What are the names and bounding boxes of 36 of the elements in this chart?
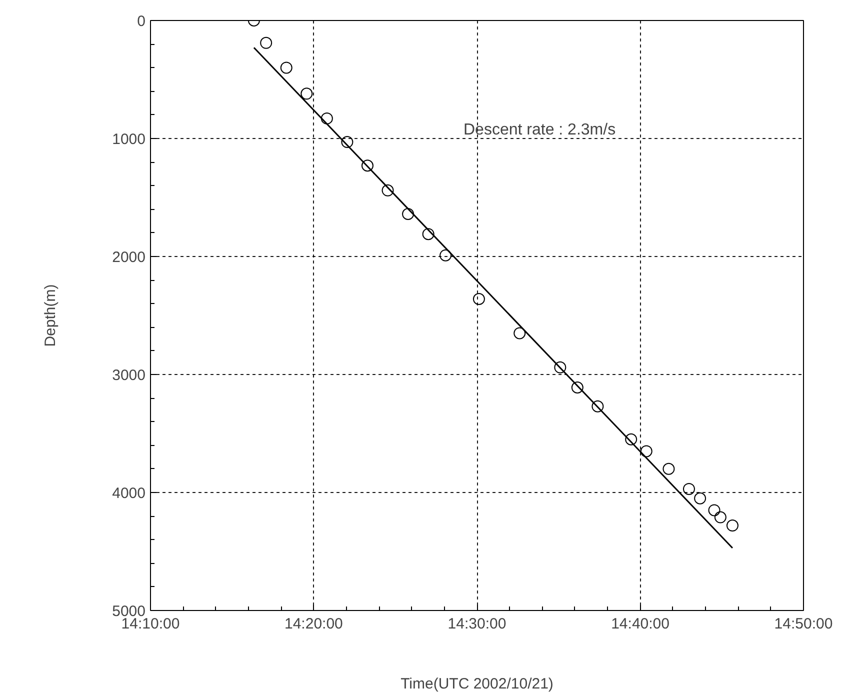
x-tick-label: 14:20:00 [284, 616, 343, 632]
point [300, 88, 313, 100]
point [662, 462, 675, 475]
y-tick-label: 1000 [112, 131, 146, 148]
point [726, 520, 738, 532]
point [514, 327, 526, 340]
y-tick-label: 3000 [112, 367, 146, 384]
point [640, 445, 652, 458]
point [440, 249, 452, 262]
point [422, 228, 434, 240]
point [260, 36, 272, 49]
y-axis-title: Depth(m) [42, 284, 60, 347]
point [382, 184, 394, 196]
point [280, 62, 292, 74]
x-tick-label: 14:50:00 [774, 616, 833, 632]
point [682, 482, 695, 495]
point [472, 292, 485, 305]
point [402, 208, 414, 220]
x-tick-label: 14:30:00 [448, 616, 506, 632]
y-tick-label: 2000 [112, 249, 146, 266]
annotation: Descent rate : 2.3m/s [464, 122, 616, 138]
point [320, 112, 333, 124]
point [571, 381, 584, 394]
point [708, 504, 720, 516]
point [714, 511, 726, 524]
point [554, 361, 566, 374]
x-tick-label: 14:40:00 [611, 616, 670, 632]
point [694, 492, 706, 504]
point [361, 160, 374, 172]
point [341, 136, 354, 148]
y-tick-label: 4000 [112, 485, 146, 502]
x-tick-label: 14:10:00 [121, 616, 180, 632]
point [625, 433, 638, 446]
x-axis-title: Time(UTC 2002/10/21) [400, 676, 554, 692]
point [592, 400, 604, 412]
y-tick-label: 0 [137, 13, 146, 30]
